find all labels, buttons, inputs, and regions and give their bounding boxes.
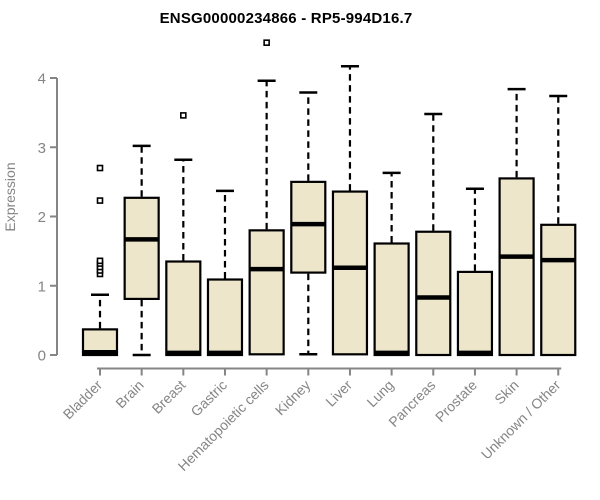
box-rect xyxy=(206,278,244,357)
chart-title: ENSG00000234866 - RP5-994D16.7 xyxy=(159,10,413,27)
y-tick-label: 3 xyxy=(38,140,46,157)
box-rect xyxy=(165,260,202,357)
box-rect xyxy=(290,180,327,274)
y-tick-label: 2 xyxy=(38,209,46,226)
outlier-point xyxy=(263,39,270,46)
box-rect xyxy=(123,196,160,301)
box-rect xyxy=(498,177,535,357)
box-rect xyxy=(373,242,410,357)
y-tick-label: 1 xyxy=(38,278,46,295)
y-tick-label: 0 xyxy=(38,348,46,365)
outlier-point xyxy=(96,197,104,204)
y-tick-label: 4 xyxy=(38,71,46,88)
x-category-label: Kidney xyxy=(272,377,314,419)
outlier-point xyxy=(96,164,104,172)
box-rect xyxy=(540,223,577,357)
x-category-label: Lung xyxy=(363,377,396,410)
x-category-label: Liver xyxy=(322,377,355,410)
x-category-label: Breast xyxy=(149,377,189,417)
box-rect xyxy=(415,230,452,357)
box-rect xyxy=(456,270,494,357)
outlier-point xyxy=(96,257,104,265)
x-category-label: Brain xyxy=(112,377,146,411)
x-category-label: Skin xyxy=(491,377,522,408)
outlier-point xyxy=(180,112,187,119)
x-category-label: Bladder xyxy=(60,377,106,423)
x-category-label: Prostate xyxy=(432,377,480,425)
x-category-label: Unknown / Other xyxy=(478,377,564,463)
box-rect xyxy=(248,229,285,356)
box-rect xyxy=(331,190,369,356)
